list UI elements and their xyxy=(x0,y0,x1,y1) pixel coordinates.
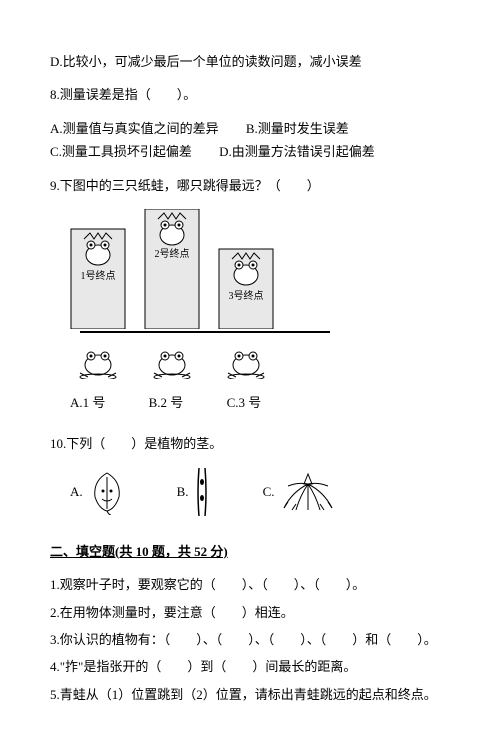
frog-bar-1: 1号终点 xyxy=(70,209,126,329)
q8-stem: 8.测量误差是指（ ）。 xyxy=(50,83,450,106)
frog2-label: 2号终点 xyxy=(155,247,190,260)
section2-title: 二、填空题(共 10 题，共 52 分) xyxy=(50,540,450,563)
q9-opt-c: C.3 号 xyxy=(227,391,262,414)
root-icon xyxy=(278,472,338,512)
frog1-label: 1号终点 xyxy=(81,269,116,282)
fill-4: 4."拃"是指张开的（ ）到（ ）间最长的距离。 xyxy=(50,655,450,678)
q8-opt-b: B.测量时发生误差 xyxy=(246,117,349,140)
q10-opt-b: B. xyxy=(177,480,189,503)
q9-opt-b: B.2 号 xyxy=(149,391,184,414)
fill-5: 5.青蛙从（1）位置跳到（2）位置，请标出青蛙跳远的起点和终点。 xyxy=(50,683,450,706)
stem-icon xyxy=(193,468,213,516)
leaf-icon xyxy=(87,469,127,515)
frog3-label: 3号终点 xyxy=(229,289,264,302)
q7-option-d: D.比较小，可减少最后一个单位的读数问题，减小误差 xyxy=(50,50,450,73)
ground-line xyxy=(80,331,330,333)
frog-bar-3: 3号终点 xyxy=(218,209,274,329)
q8-options: A.测量值与真实值之间的差异 B.测量时发生误差 C.测量工具损坏引起偏差 D.… xyxy=(50,117,450,164)
q10-stem: 10.下列（ ）是植物的茎。 xyxy=(50,432,450,455)
q9-stem: 9.下图中的三只纸蛙，哪只跳得最远？（ ） xyxy=(50,174,450,197)
q8-opt-a: A.测量值与真实值之间的差异 xyxy=(50,117,219,140)
q9-figure: 1号终点 2号终点 xyxy=(70,209,450,379)
q8-opt-c: C.测量工具损坏引起偏差 xyxy=(50,140,192,163)
q10-figure: A. B. C. xyxy=(70,468,450,516)
frog-start-3 xyxy=(218,339,274,379)
fill-3: 3.你认识的植物有：（ ）、（ ）、（ ）、（ ）和（ ）。 xyxy=(50,628,450,651)
frog-bar-2: 2号终点 xyxy=(144,209,200,329)
q8-opt-d: D.由测量方法错误引起偏差 xyxy=(219,140,375,163)
q10-opt-a: A. xyxy=(70,480,83,503)
frog-start-1 xyxy=(70,339,126,379)
q9-options: A.1 号 B.2 号 C.3 号 xyxy=(70,391,450,414)
fill-2: 2.在用物体测量时，要注意（ ）相连。 xyxy=(50,601,450,624)
q9-opt-a: A.1 号 xyxy=(70,391,105,414)
frog-start-2 xyxy=(144,339,200,379)
q10-opt-c: C. xyxy=(263,480,275,503)
fill-1: 1.观察叶子时，要观察它的（ ）、（ ）、（ ）。 xyxy=(50,573,450,596)
